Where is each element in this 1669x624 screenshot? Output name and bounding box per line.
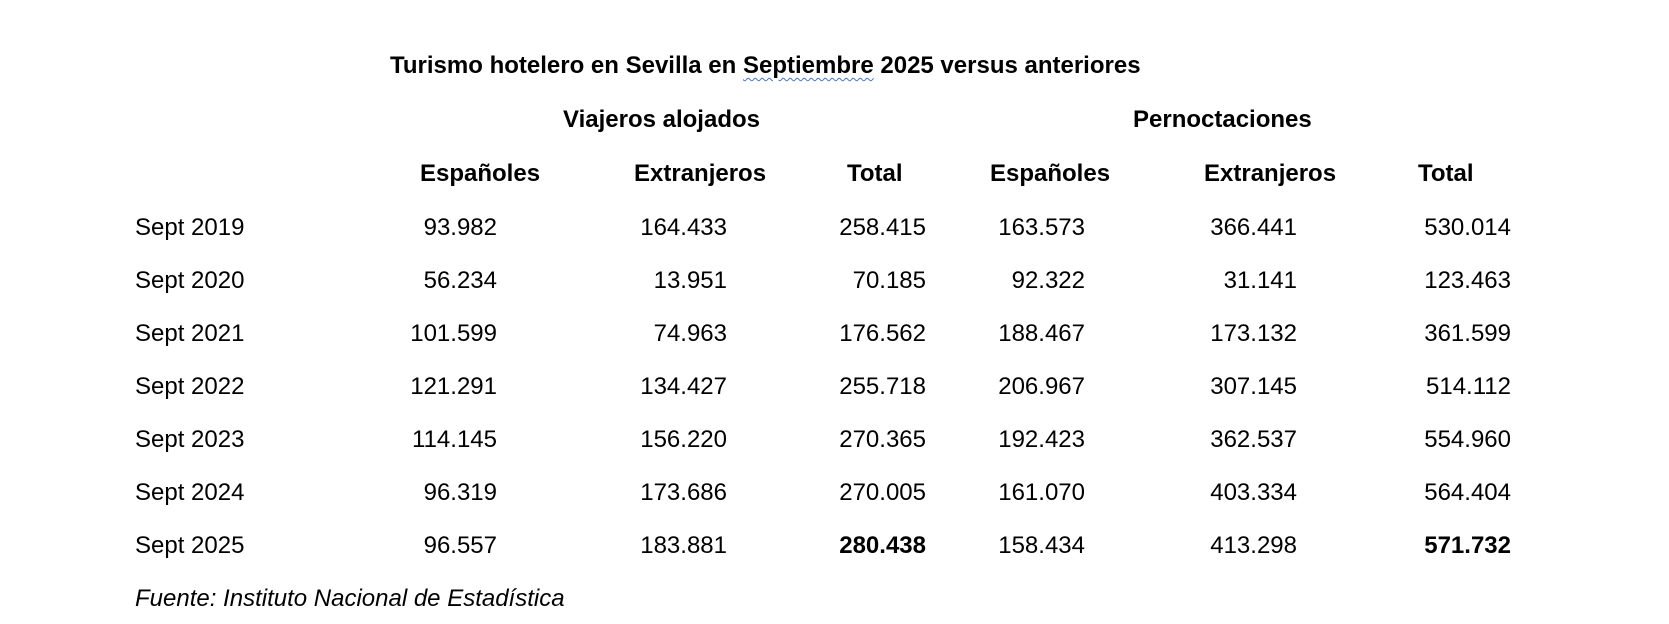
row-label: Sept 2022 <box>135 373 245 400</box>
title-part-1: Turismo hotelero en Sevilla en <box>390 52 743 79</box>
table-cell-viajeros-total: 70.185 <box>852 267 926 294</box>
source-note: Fuente: Instituto Nacional de Estadístic… <box>135 585 565 612</box>
column-header-viajeros-total: Total <box>847 160 903 187</box>
title-part-2: 2025 versus anteriores <box>873 52 1141 79</box>
table-cell-viajeros-extranjeros: 156.220 <box>640 426 727 453</box>
table-cell-pernoctaciones-espanoles: 161.070 <box>998 479 1085 506</box>
table-cell-pernoctaciones-extranjeros: 366.441 <box>1210 214 1297 241</box>
table-cell-viajeros-extranjeros: 13.951 <box>653 267 727 294</box>
column-header-pernoctaciones-espanoles: Españoles <box>990 160 1111 187</box>
table-cell-pernoctaciones-espanoles: 192.423 <box>998 426 1085 453</box>
table-cell-pernoctaciones-total: 554.960 <box>1424 426 1511 453</box>
table-cell-pernoctaciones-extranjeros: 173.132 <box>1210 320 1297 347</box>
table-cell-viajeros-espanoles: 114.145 <box>412 426 497 453</box>
table-cell-pernoctaciones-total: 564.404 <box>1424 479 1511 506</box>
table-title: Turismo hotelero en Sevilla en Septiembr… <box>390 54 1141 78</box>
column-header-viajeros-extranjeros: Extranjeros <box>634 160 767 187</box>
group-header-pernoctaciones: Pernoctaciones <box>1133 106 1312 133</box>
row-label: Sept 2024 <box>135 479 245 506</box>
table-cell-pernoctaciones-extranjeros: 403.334 <box>1210 479 1297 506</box>
table-cell-viajeros-espanoles: 93.982 <box>423 214 497 241</box>
table-cell-viajeros-total: 176.562 <box>839 320 926 347</box>
table-cell-pernoctaciones-espanoles: 158.434 <box>998 532 1085 559</box>
column-header-pernoctaciones-total: Total <box>1418 160 1474 187</box>
group-header-viajeros: Viajeros alojados <box>563 106 760 133</box>
row-label: Sept 2021 <box>135 320 245 347</box>
table-cell-pernoctaciones-espanoles: 206.967 <box>998 373 1085 400</box>
column-header-pernoctaciones-extranjeros: Extranjeros <box>1204 160 1337 187</box>
table-cell-pernoctaciones-total: 123.463 <box>1424 267 1511 294</box>
table-cell-viajeros-extranjeros: 173.686 <box>640 479 727 506</box>
table-cell-pernoctaciones-extranjeros: 413.298 <box>1210 532 1297 559</box>
table-cell-pernoctaciones-total: 514.112 <box>1426 373 1511 400</box>
table-cell-pernoctaciones-espanoles: 92.322 <box>1011 267 1085 294</box>
table-cell-viajeros-espanoles: 56.234 <box>423 267 497 294</box>
table-cell-viajeros-extranjeros: 164.433 <box>640 214 727 241</box>
table-cell-pernoctaciones-extranjeros: 307.145 <box>1210 373 1297 400</box>
table-cell-viajeros-espanoles: 121.291 <box>410 373 497 400</box>
table-cell-viajeros-total: 280.438 <box>839 532 926 559</box>
table-cell-viajeros-extranjeros: 183.881 <box>640 532 727 559</box>
table-cell-viajeros-espanoles: 96.319 <box>423 479 497 506</box>
table-cell-pernoctaciones-espanoles: 163.573 <box>998 214 1085 241</box>
table-cell-viajeros-total: 270.365 <box>839 426 926 453</box>
column-header-viajeros-espanoles: Españoles <box>420 160 541 187</box>
spellcheck-marked-word: Septiembre <box>742 52 874 79</box>
table-cell-viajeros-extranjeros: 134.427 <box>640 373 727 400</box>
table-cell-viajeros-total: 255.718 <box>839 373 926 400</box>
table-cell-pernoctaciones-extranjeros: 362.537 <box>1210 426 1297 453</box>
table-cell-viajeros-total: 258.415 <box>839 214 926 241</box>
row-label: Sept 2020 <box>135 267 245 294</box>
table-cell-viajeros-total: 270.005 <box>839 479 926 506</box>
table-cell-viajeros-espanoles: 101.599 <box>410 320 497 347</box>
row-label: Sept 2023 <box>135 426 245 453</box>
table-cell-viajeros-extranjeros: 74.963 <box>653 320 727 347</box>
table-cell-pernoctaciones-espanoles: 188.467 <box>998 320 1085 347</box>
row-label: Sept 2025 <box>135 532 245 559</box>
row-label: Sept 2019 <box>135 214 245 241</box>
table-cell-pernoctaciones-total: 361.599 <box>1424 320 1511 347</box>
table-cell-pernoctaciones-extranjeros: 31.141 <box>1223 267 1297 294</box>
table-cell-pernoctaciones-total: 571.732 <box>1424 532 1511 559</box>
table-cell-pernoctaciones-total: 530.014 <box>1424 214 1511 241</box>
table-cell-viajeros-espanoles: 96.557 <box>423 532 497 559</box>
